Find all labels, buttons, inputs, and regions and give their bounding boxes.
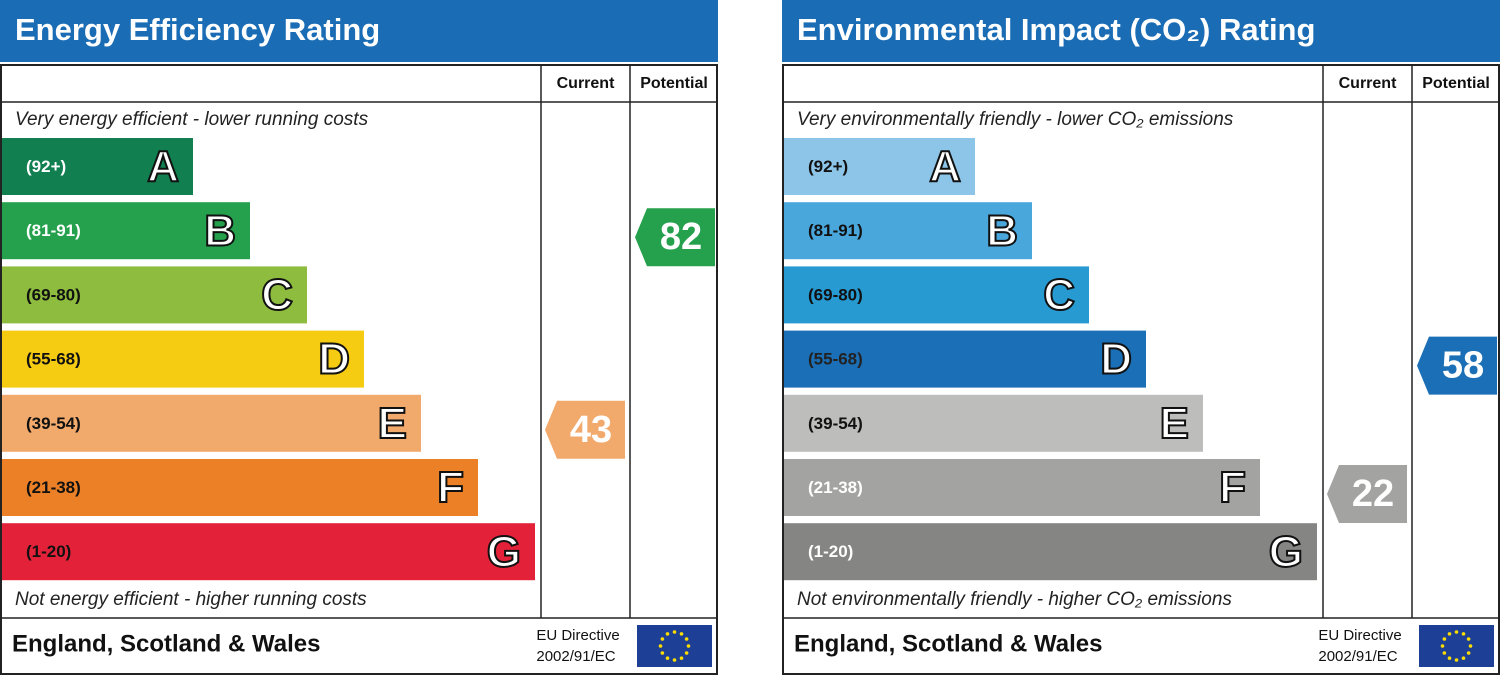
rating-band: [784, 330, 1146, 388]
top-note: Very energy efficient - lower running co…: [15, 109, 369, 130]
rating-panel: Environmental Impact (CO₂) Rating Current…: [782, 0, 1500, 675]
directive-line: 2002/91/EC: [536, 648, 615, 665]
rating-value: 58: [1442, 345, 1484, 387]
rating-arrow: [635, 208, 715, 267]
band-range: (1-20): [808, 542, 853, 561]
band-range: (81-91): [808, 221, 863, 240]
band-range: (39-54): [808, 414, 863, 433]
band-letter: E: [1160, 399, 1189, 448]
band-range: (1-20): [26, 542, 71, 561]
top-note: Very environmentally friendly - lower CO…: [797, 109, 1234, 130]
band-letter: B: [986, 206, 1018, 255]
eu-star: [1447, 632, 1452, 636]
rating-value: 43: [570, 409, 612, 451]
rating-band: [2, 138, 193, 195]
rating-arrow: [545, 400, 625, 459]
eu-star: [660, 651, 665, 655]
band-range: (55-68): [808, 350, 863, 369]
band-letter: E: [378, 399, 407, 448]
title-bar: [0, 0, 718, 62]
column-header: Current: [557, 75, 615, 92]
eu-star: [672, 658, 677, 662]
band-range: (69-80): [808, 285, 863, 304]
band-letter: F: [1219, 463, 1246, 512]
eu-star: [665, 656, 670, 660]
eu-star: [658, 644, 663, 648]
column-header: Potential: [640, 75, 708, 92]
bottom-note: Not energy efficient - higher running co…: [15, 589, 367, 610]
eu-star: [684, 651, 689, 655]
rating-panel: Energy Efficiency Rating Current Potential…: [0, 0, 718, 675]
title-bar: [782, 0, 1500, 62]
band-letter: G: [1269, 527, 1303, 576]
rating-band: [2, 266, 307, 324]
rating-band: [784, 459, 1260, 516]
rating-band: [2, 330, 364, 388]
band-letter: D: [1100, 335, 1132, 384]
rating-band: [784, 202, 1032, 260]
eu-star: [1454, 658, 1459, 662]
band-range: (39-54): [26, 414, 81, 433]
eu-star: [672, 630, 677, 634]
panel-title: Energy Efficiency Rating: [15, 12, 380, 47]
band-letter: F: [437, 463, 464, 512]
band-letter: C: [1043, 271, 1075, 320]
footer-region: England, Scotland & Wales: [12, 630, 320, 657]
band-range: (69-80): [26, 285, 81, 304]
directive-line: EU Directive: [1318, 627, 1401, 644]
rating-band: [784, 394, 1203, 452]
band-range: (81-91): [26, 221, 81, 240]
panel-title: Environmental Impact (CO₂) Rating: [797, 12, 1315, 47]
eu-star: [660, 637, 665, 641]
eu-star: [1461, 632, 1466, 636]
directive-line: 2002/91/EC: [1318, 648, 1397, 665]
rating-value: 22: [1352, 473, 1394, 515]
band-letter: B: [204, 206, 236, 255]
frame: [782, 64, 1500, 675]
band-letter: A: [147, 142, 179, 191]
band-range: (21-38): [808, 478, 863, 497]
eu-star: [1440, 644, 1445, 648]
footer-region: England, Scotland & Wales: [794, 630, 1102, 657]
eu-star: [1442, 651, 1447, 655]
rating-band: [2, 523, 535, 581]
eu-star: [1466, 637, 1471, 641]
eu-star: [1454, 630, 1459, 634]
directive-line: EU Directive: [536, 627, 619, 644]
column-header: Potential: [1422, 75, 1490, 92]
eu-star: [665, 632, 670, 636]
eu-star: [1461, 656, 1466, 660]
band-letter: A: [929, 142, 961, 191]
rating-band: [784, 138, 975, 195]
rating-band: [2, 394, 421, 452]
frame: [0, 64, 718, 675]
band-letter: G: [487, 527, 521, 576]
band-range: (21-38): [26, 478, 81, 497]
band-range: (55-68): [26, 350, 81, 369]
eu-star: [684, 637, 689, 641]
eu-star: [1468, 644, 1473, 648]
eu-star: [686, 644, 691, 648]
eu-star: [1447, 656, 1452, 660]
column-header: Current: [1339, 75, 1397, 92]
band-letter: C: [261, 271, 293, 320]
rating-value: 82: [660, 216, 702, 258]
band-range: (92+): [26, 157, 66, 176]
rating-arrow: [1417, 336, 1497, 395]
rating-band: [2, 202, 250, 260]
rating-band: [784, 523, 1317, 581]
band-range: (92+): [808, 157, 848, 176]
eu-star: [1442, 637, 1447, 641]
band-letter: D: [318, 335, 350, 384]
eu-star: [679, 632, 684, 636]
eu-star: [679, 656, 684, 660]
rating-band: [2, 459, 478, 516]
rating-arrow: [1327, 465, 1407, 523]
bottom-note: Not environmentally friendly - higher CO…: [797, 589, 1232, 610]
eu-star: [1466, 651, 1471, 655]
rating-band: [784, 266, 1089, 324]
